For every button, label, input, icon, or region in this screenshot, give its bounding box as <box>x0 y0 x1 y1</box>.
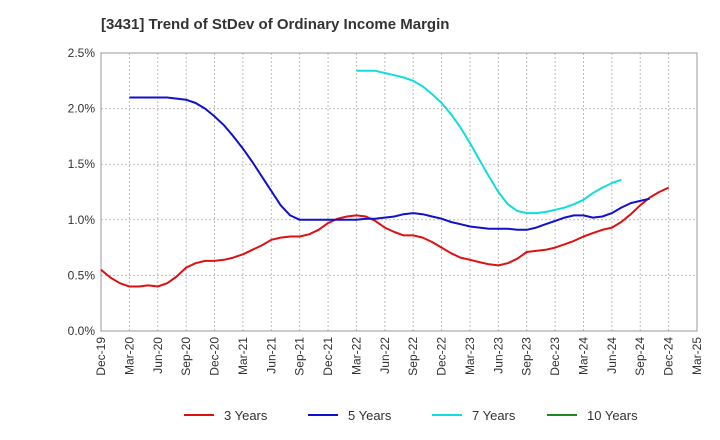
x-tick-label: Sep-23 <box>520 337 534 376</box>
x-tick-label: Sep-21 <box>293 337 307 376</box>
y-tick-label: 0.0% <box>68 324 96 338</box>
y-axis: 0.0% 0.5% 1.0% 1.5% 2.0% 2.5% <box>68 46 96 338</box>
legend-label: 7 Years <box>472 408 516 423</box>
x-tick-label: Dec-24 <box>662 337 676 376</box>
y-tick-label: 2.0% <box>68 102 96 116</box>
series-line-5-years <box>129 96 650 231</box>
x-tick-label: Jun-22 <box>378 337 392 374</box>
x-tick-label: Jun-21 <box>264 337 278 374</box>
x-tick-label: Mar-22 <box>349 337 363 375</box>
y-tick-label: 1.0% <box>68 213 96 227</box>
legend-label: 10 Years <box>587 408 638 423</box>
x-tick-label: Jun-23 <box>491 337 505 374</box>
x-tick-label: Mar-24 <box>576 337 590 375</box>
series-lines <box>100 69 670 288</box>
x-tick-label: Sep-20 <box>179 337 193 376</box>
x-tick-label: Sep-22 <box>406 337 420 376</box>
legend: 3 Years 5 Years 7 Years 10 Years <box>184 408 638 423</box>
x-tick-label: Dec-22 <box>435 337 449 376</box>
y-tick-label: 2.5% <box>68 46 96 60</box>
x-tick-label: Jun-24 <box>605 337 619 374</box>
x-tick-label: Mar-25 <box>690 337 704 375</box>
x-tick-label: Mar-23 <box>463 337 477 375</box>
x-tick-label: Mar-20 <box>122 337 136 375</box>
x-tick-label: Mar-21 <box>236 337 250 375</box>
x-tick-label: Sep-24 <box>633 337 647 376</box>
x-tick-label: Jun-20 <box>151 337 165 374</box>
series-line-3-years <box>100 186 670 288</box>
series-line-7-years <box>356 69 622 215</box>
x-tick-label: Dec-19 <box>94 337 108 376</box>
plot-area <box>100 52 698 332</box>
legend-label: 3 Years <box>224 408 268 423</box>
y-tick-label: 1.5% <box>68 157 96 171</box>
x-axis: Dec-19 Mar-20 Jun-20 Sep-20 Dec-20 Mar-21 Jun-… <box>94 337 704 376</box>
grid-lines <box>100 52 698 332</box>
x-tick-label: Dec-21 <box>321 337 335 376</box>
y-tick-label: 0.5% <box>68 268 96 282</box>
x-tick-label: Dec-23 <box>548 337 562 376</box>
legend-label: 5 Years <box>348 408 392 423</box>
x-tick-label: Dec-20 <box>208 337 222 376</box>
chart-title: [3431] Trend of StDev of Ordinary Income… <box>101 16 449 33</box>
